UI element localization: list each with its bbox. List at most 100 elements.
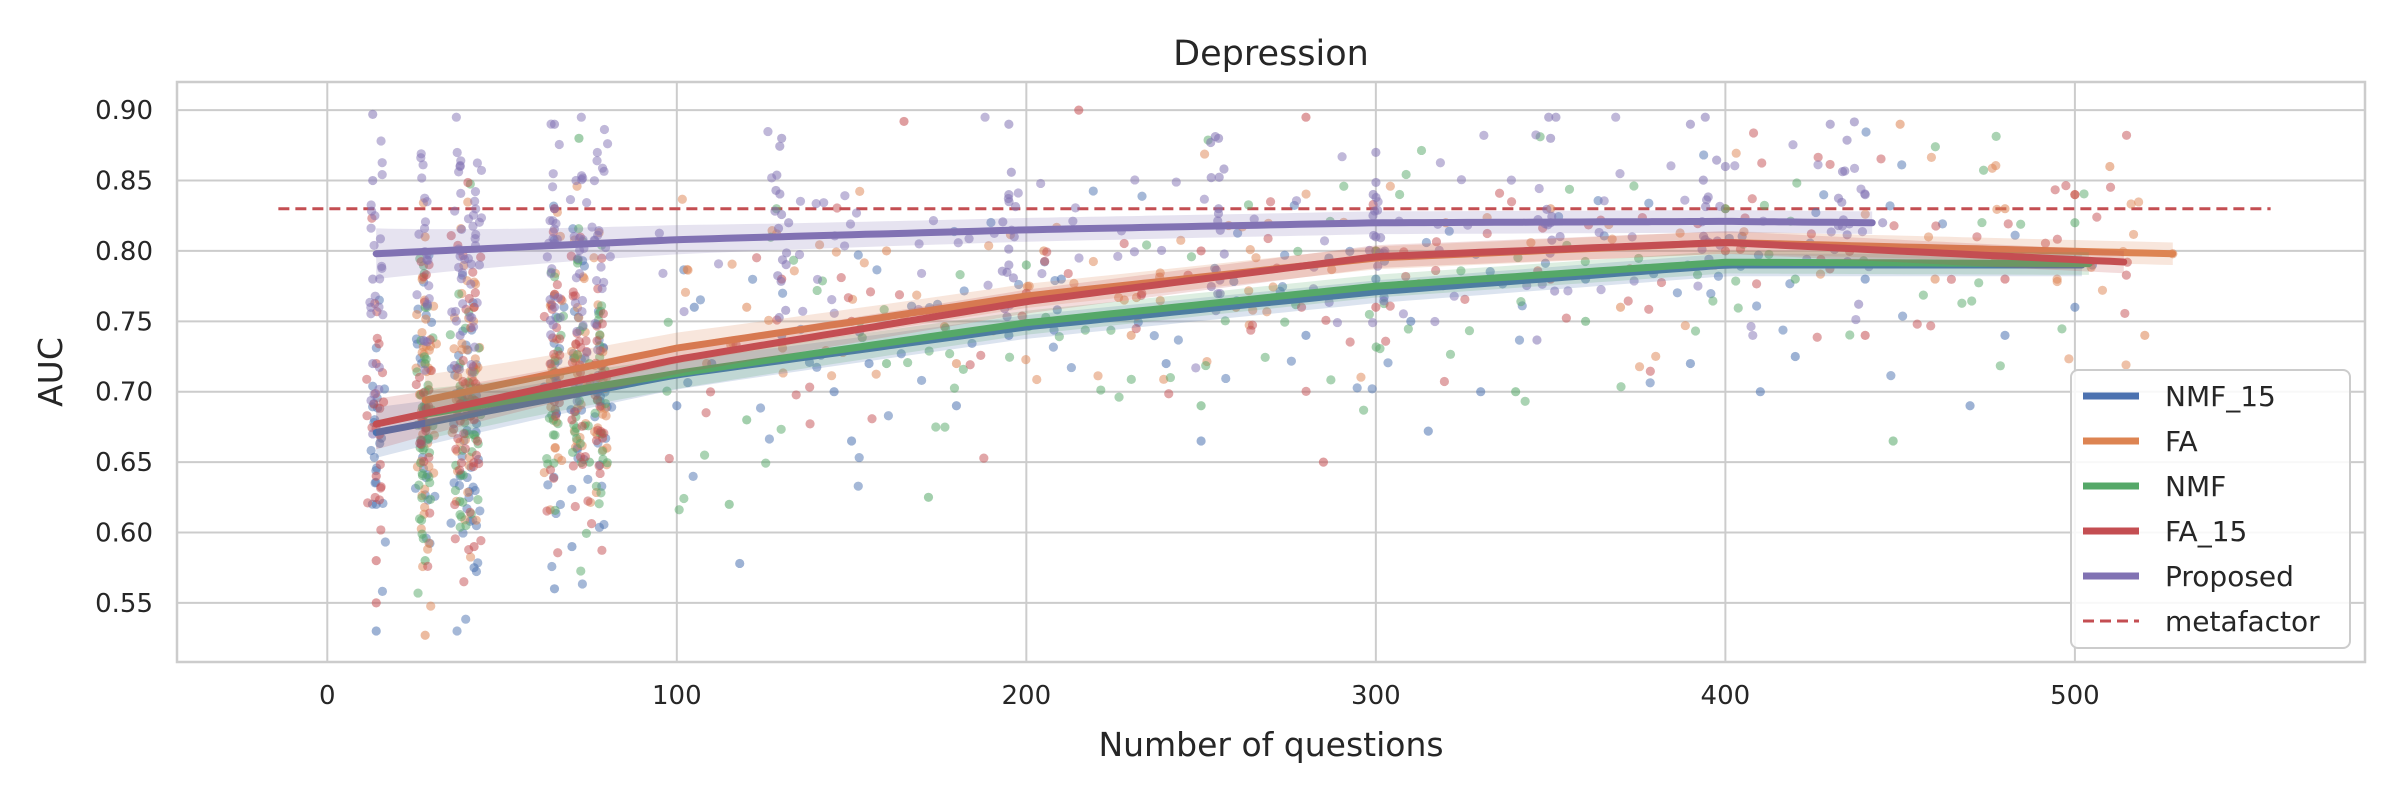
data-point — [1337, 152, 1347, 162]
data-point — [601, 411, 611, 421]
data-point — [1826, 227, 1836, 237]
data-point — [591, 276, 602, 286]
data-point — [599, 519, 609, 530]
data-point — [1861, 127, 1871, 137]
data-point — [1476, 387, 1486, 397]
data-point — [1563, 286, 1573, 296]
data-point — [1296, 302, 1307, 312]
data-point — [1748, 128, 1759, 138]
data-point — [1616, 382, 1626, 392]
data-point — [1634, 362, 1645, 372]
data-point — [1825, 159, 1835, 170]
data-point — [574, 133, 584, 143]
data-point — [592, 147, 602, 158]
data-point — [368, 109, 378, 119]
data-point — [1002, 312, 1012, 322]
data-point — [881, 358, 892, 369]
data-point — [839, 241, 850, 251]
data-point — [903, 357, 913, 368]
legend-item: Proposed — [2083, 560, 2294, 593]
data-point — [976, 350, 986, 360]
data-point — [1700, 112, 1710, 122]
data-point — [1070, 203, 1081, 213]
data-point — [1156, 245, 1167, 256]
data-point — [1764, 249, 1774, 260]
data-point — [1464, 326, 1475, 336]
data-point — [867, 414, 877, 424]
data-point — [1978, 165, 1989, 175]
data-point — [1021, 260, 1031, 270]
data-point — [770, 206, 780, 216]
data-point — [853, 481, 863, 491]
data-point — [713, 259, 724, 269]
data-point — [1651, 351, 1661, 361]
legend-label: Proposed — [2165, 560, 2294, 593]
data-point — [1790, 351, 1800, 362]
data-point — [1860, 274, 1870, 284]
data-point — [1611, 112, 1621, 122]
data-point — [1367, 384, 1377, 394]
data-point — [590, 318, 600, 329]
data-point — [1542, 204, 1552, 214]
data-point — [1359, 405, 1369, 415]
data-point — [1594, 227, 1604, 238]
data-point — [574, 224, 584, 234]
data-point — [1191, 363, 1201, 373]
data-point — [574, 269, 585, 279]
legend-box — [2070, 369, 2351, 649]
data-point — [366, 223, 376, 233]
data-point — [1923, 232, 1934, 242]
data-point — [1381, 336, 1391, 346]
data-point — [2052, 234, 2062, 244]
data-point — [1368, 189, 1378, 200]
data-point — [1319, 236, 1330, 246]
data-point — [784, 218, 794, 228]
data-point — [1088, 256, 1098, 267]
data-point — [1050, 275, 1060, 286]
data-point — [951, 358, 962, 369]
data-point — [1291, 196, 1302, 206]
grid-layer — [177, 82, 2365, 662]
data-point — [1564, 184, 1575, 194]
data-point — [1040, 256, 1050, 266]
data-point — [1926, 152, 1937, 162]
data-point — [417, 470, 428, 481]
data-point — [1021, 355, 1031, 365]
data-point — [1229, 276, 1239, 287]
data-point — [1580, 316, 1591, 326]
data-point — [1277, 282, 1288, 292]
data-point — [1066, 362, 1076, 373]
data-point — [2064, 354, 2074, 364]
data-point — [549, 302, 560, 312]
data-point — [771, 185, 781, 196]
data-point — [466, 259, 476, 269]
data-point — [1819, 190, 1829, 200]
data-point — [1036, 178, 1046, 189]
data-point — [1713, 271, 1724, 281]
data-point — [1280, 317, 1290, 327]
data-point — [1715, 201, 1725, 211]
data-point — [1672, 288, 1682, 298]
data-point — [773, 223, 784, 233]
data-point — [748, 274, 758, 284]
data-point — [554, 139, 564, 150]
data-point — [548, 169, 558, 179]
data-point — [949, 383, 960, 393]
data-point — [1126, 374, 1136, 384]
legend-label: FA — [2165, 425, 2198, 458]
data-point — [371, 471, 381, 481]
data-point — [371, 626, 381, 636]
data-point — [811, 199, 821, 209]
data-point — [468, 322, 479, 332]
data-point — [658, 268, 668, 278]
data-point — [542, 454, 552, 464]
data-point — [1898, 311, 1908, 321]
data-point — [422, 255, 432, 265]
data-point — [819, 198, 829, 208]
data-point — [846, 436, 857, 446]
data-point — [2092, 212, 2102, 222]
data-point — [470, 342, 480, 352]
data-point — [812, 285, 822, 296]
